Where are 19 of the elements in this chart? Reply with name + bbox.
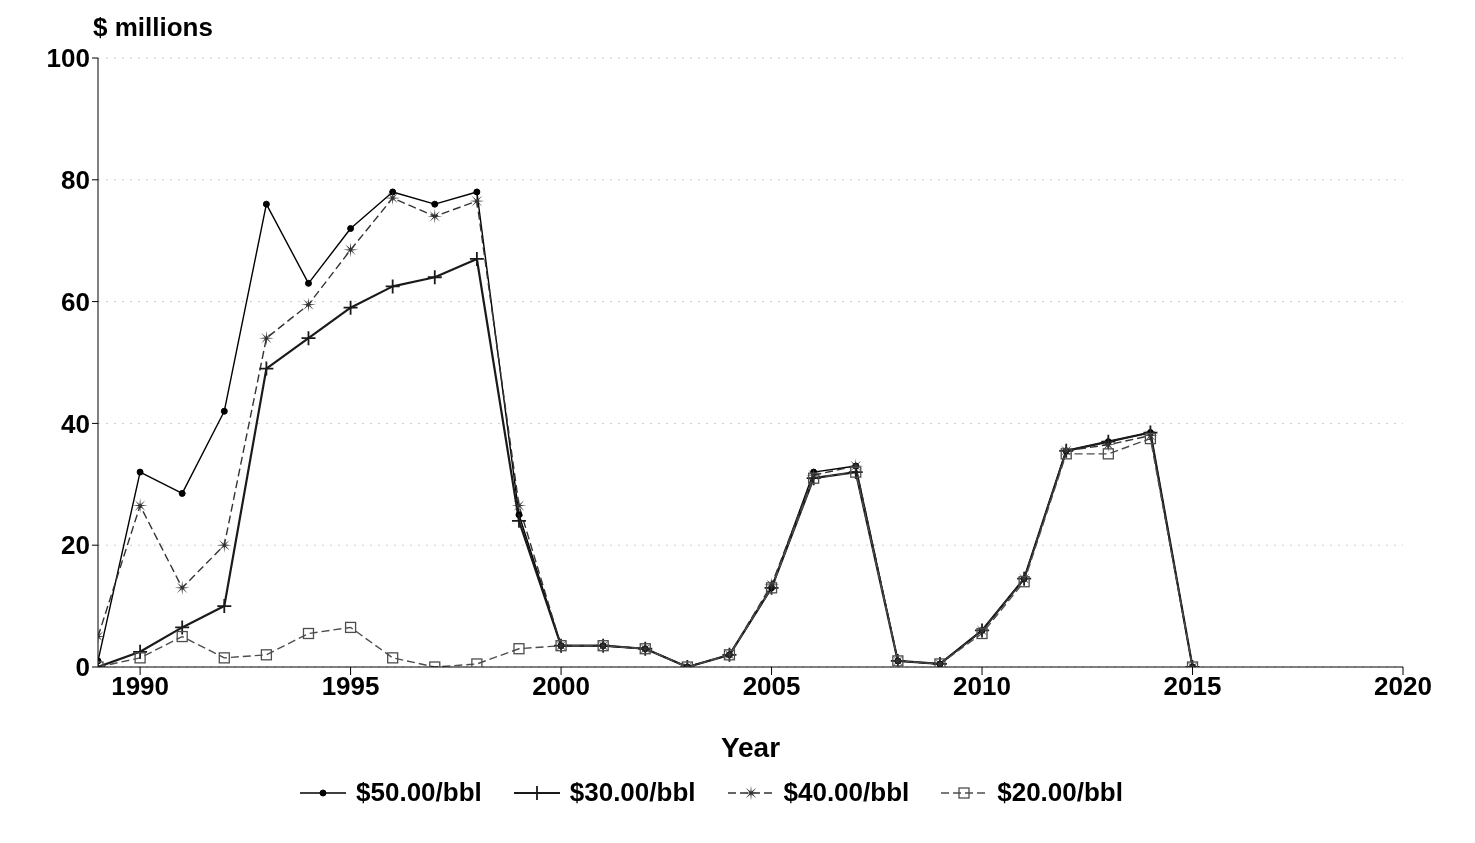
y-tick-label: 0 xyxy=(75,652,90,683)
y-tick-label: 60 xyxy=(61,286,90,317)
x-axis-title: Year xyxy=(720,732,781,763)
x-tick-label: 2015 xyxy=(1163,671,1222,702)
x-tick-label: 2000 xyxy=(532,671,590,702)
y-tick-label: 40 xyxy=(61,408,90,439)
x-tick-label: 1995 xyxy=(321,671,380,702)
legend-label: $20.00/bbl xyxy=(997,777,1123,808)
x-tick-label: 1990 xyxy=(111,671,170,702)
y-tick-label: 20 xyxy=(61,530,90,561)
legend-label: $50.00/bbl xyxy=(356,777,482,808)
y-tick-label: 80 xyxy=(61,165,90,196)
legend-label: $40.00/bbl xyxy=(783,777,910,808)
y-tick-label: 100 xyxy=(46,43,90,74)
x-tick-label: 2020 xyxy=(1374,671,1432,702)
x-tick-label: 2010 xyxy=(953,671,1011,702)
y-axis-title: $ millions xyxy=(93,12,213,43)
legend-label: $30.00/bbl xyxy=(569,777,696,808)
x-tick-label: 2005 xyxy=(742,671,801,702)
